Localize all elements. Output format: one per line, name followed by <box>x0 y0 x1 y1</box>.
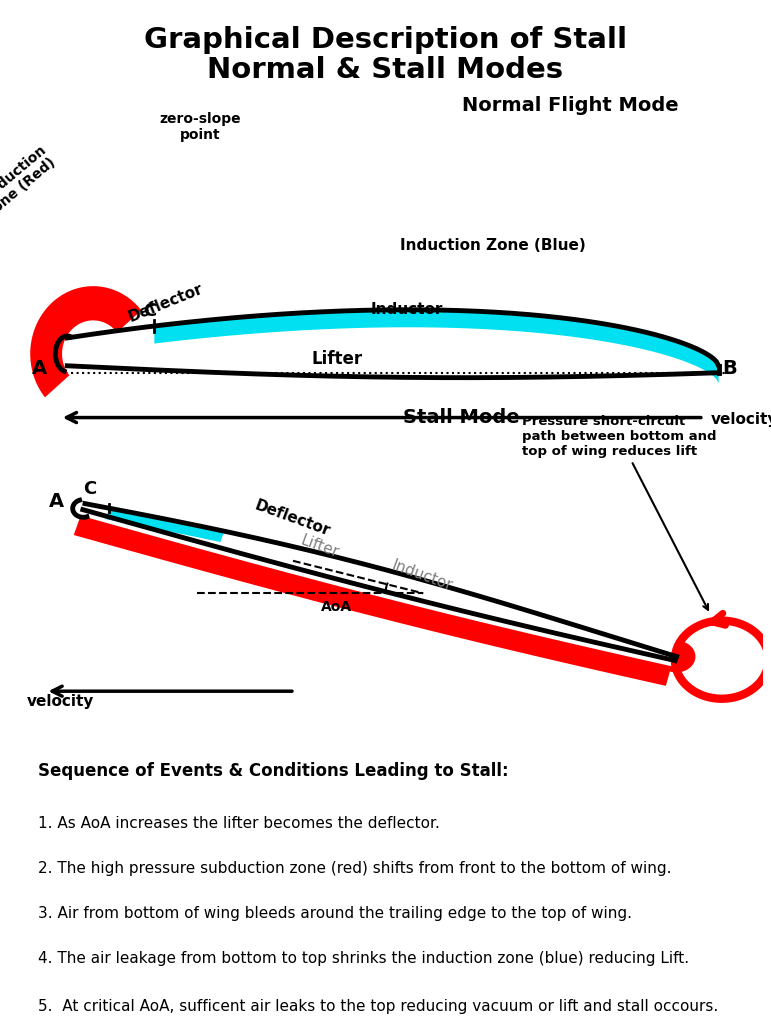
Text: A: A <box>49 492 65 511</box>
Polygon shape <box>154 309 719 383</box>
Text: A: A <box>32 358 47 378</box>
Text: 1. As AoA increases the lifter becomes the deflector.: 1. As AoA increases the lifter becomes t… <box>38 815 440 830</box>
Text: Inductor: Inductor <box>371 302 443 317</box>
Text: Lifter: Lifter <box>311 350 362 369</box>
Text: 3. Air from bottom of wing bleeds around the trailing edge to the top of wing.: 3. Air from bottom of wing bleeds around… <box>38 905 632 921</box>
Text: velocity: velocity <box>26 694 94 710</box>
Text: Stall Mode: Stall Mode <box>402 409 520 427</box>
Text: Pressure short-circuit
path between bottom and
top of wing reduces lift: Pressure short-circuit path between bott… <box>521 415 716 609</box>
Text: 2. The high pressure subduction zone (red) shifts from front to the bottom of wi: 2. The high pressure subduction zone (re… <box>38 860 672 876</box>
Text: Lifter: Lifter <box>298 532 341 560</box>
Text: Graphical Description of Stall: Graphical Description of Stall <box>144 26 627 53</box>
Polygon shape <box>30 286 141 397</box>
Text: Sequence of Events & Conditions Leading to Stall:: Sequence of Events & Conditions Leading … <box>38 762 509 780</box>
Text: AoA: AoA <box>322 600 352 614</box>
Text: C: C <box>82 480 96 499</box>
Text: 5.  At critical AoA, sufficent air leaks to the top reducing vacuum or lift and : 5. At critical AoA, sufficent air leaks … <box>38 998 719 1014</box>
Polygon shape <box>106 508 224 542</box>
Text: 4. The air leakage from bottom to top shrinks the induction zone (blue) reducing: 4. The air leakage from bottom to top sh… <box>38 950 689 966</box>
Text: Subduction
Zone (Red): Subduction Zone (Red) <box>0 142 59 222</box>
Text: velocity: velocity <box>711 413 771 427</box>
Text: Normal Flight Mode: Normal Flight Mode <box>463 96 678 115</box>
Text: B: B <box>722 358 737 378</box>
Text: Inductor: Inductor <box>389 558 454 594</box>
Text: zero-slope
point: zero-slope point <box>160 112 241 141</box>
Polygon shape <box>74 516 695 686</box>
Text: Induction Zone (Blue): Induction Zone (Blue) <box>400 239 586 253</box>
Text: Normal & Stall Modes: Normal & Stall Modes <box>207 56 564 84</box>
Text: C: C <box>143 302 157 321</box>
Text: Deflector: Deflector <box>253 498 333 540</box>
Text: Deflector: Deflector <box>126 282 206 325</box>
